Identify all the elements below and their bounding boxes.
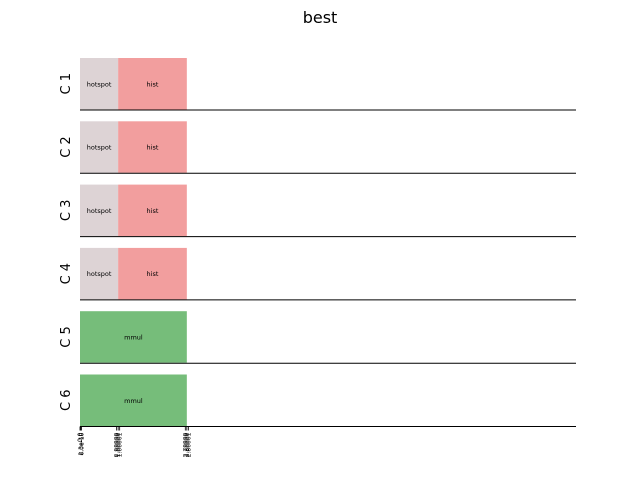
task-label: hotspot xyxy=(87,207,112,215)
row-label: C 3 xyxy=(59,200,74,221)
task-label: mmul xyxy=(124,397,143,405)
row-label: C 6 xyxy=(59,390,74,411)
task-label: hotspot xyxy=(87,270,112,278)
chart-row: mmul C 6 xyxy=(59,374,576,427)
task-bar xyxy=(80,58,119,110)
task-bar xyxy=(80,121,119,173)
row-label: C 5 xyxy=(59,326,74,347)
row-label: C 4 xyxy=(59,263,74,284)
x-tick-label: 2.3e-10 xyxy=(78,432,85,455)
task-bar xyxy=(118,58,187,110)
task-bar xyxy=(80,374,187,426)
row-label: C 1 xyxy=(59,73,74,94)
task-label: hist xyxy=(147,207,159,215)
chart-row: hotspot hist C 2 xyxy=(59,121,576,174)
task-bar xyxy=(80,247,119,300)
x-tick-label: 0.0 xyxy=(77,432,84,442)
chart-rows: hotspot hist C 1 hotspot hist C 2 hotspot hist C… xyxy=(59,58,576,427)
x-tick-label: 1.00001 xyxy=(117,432,124,457)
x-tick-label: 2.80000 xyxy=(184,432,191,457)
task-bar xyxy=(80,311,187,363)
x-tick-label: 2.80001 xyxy=(185,432,192,457)
chart-row: hotspot hist C 1 xyxy=(59,58,576,111)
task-label: hist xyxy=(147,270,159,278)
task-bar xyxy=(118,121,187,173)
chart-row: mmul C 5 xyxy=(59,311,576,364)
chart-row: hotspot hist C 4 xyxy=(59,247,576,301)
task-bar xyxy=(118,247,187,300)
task-label: mmul xyxy=(124,333,143,341)
x-tick-label: 0.99999 xyxy=(114,432,121,457)
chart-row: hotspot hist C 3 xyxy=(59,184,576,238)
x-tick-label: 1.00000 xyxy=(115,432,122,457)
task-label: hist xyxy=(147,144,159,152)
chart-title: best xyxy=(303,8,338,27)
task-label: hist xyxy=(147,80,159,88)
x-tick-label: 2.79999 xyxy=(182,432,189,457)
task-label: hotspot xyxy=(87,144,112,152)
task-bar xyxy=(80,184,119,237)
task-bar xyxy=(118,184,187,237)
task-label: hotspot xyxy=(87,80,112,88)
row-label: C 2 xyxy=(59,136,74,157)
x-tick-label: 6.0e-10 xyxy=(79,432,86,455)
